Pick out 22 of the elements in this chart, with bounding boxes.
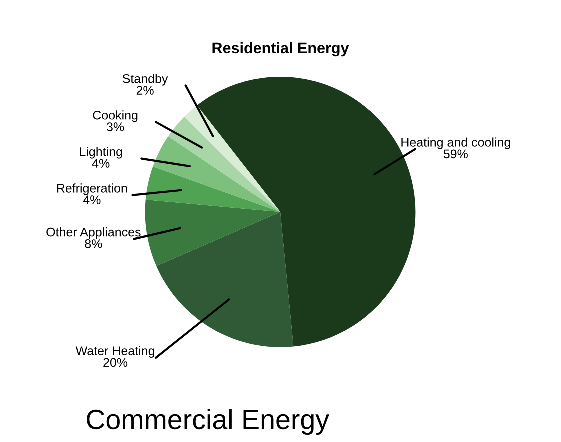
data-label: 4% [83, 196, 101, 204]
text: Commercial Energy [87, 409, 330, 436]
pie-slice [153, 136, 280, 212]
slice-label: Water Heating [76, 346, 154, 358]
data-label: 8% [85, 240, 102, 248]
slice-label: Other Appliances [46, 228, 141, 240]
pie-slice [168, 116, 280, 212]
data-label: 59% [444, 150, 468, 159]
data-label: 2% [136, 86, 154, 95]
pie-slice [146, 166, 280, 212]
slice-label: Refrigeration [57, 184, 128, 196]
pie-slice [184, 106, 280, 212]
slice-label: Lighting [80, 147, 122, 159]
slice-label: Heating and cooling [402, 138, 510, 150]
data-label: 4% [92, 159, 110, 168]
pie-slice [145, 200, 280, 266]
chart-title: Residential Energy [212, 42, 350, 57]
slice-label: Cooking [93, 110, 138, 122]
pie-slice [156, 212, 294, 348]
slice-label: Standby [122, 74, 168, 86]
data-label: 20% [104, 358, 128, 368]
data-label: 3% [106, 122, 124, 132]
